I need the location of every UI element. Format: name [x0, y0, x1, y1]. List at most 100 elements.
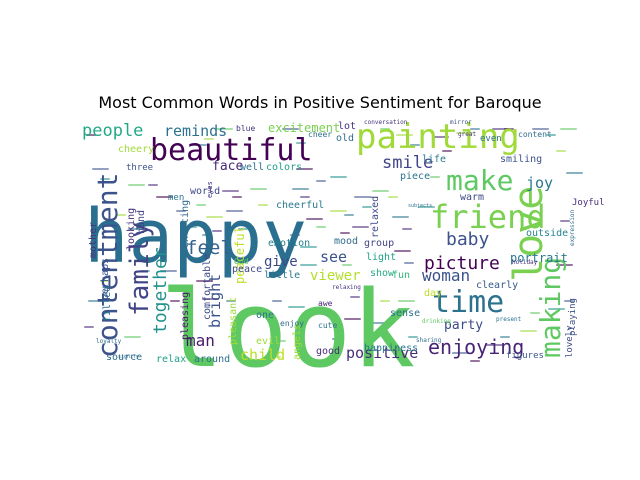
filler-word-mark	[176, 210, 186, 212]
filler-word-mark	[300, 264, 317, 266]
filler-word-mark	[128, 184, 145, 186]
word-hand: hand	[136, 210, 147, 234]
word-sense: sense	[390, 308, 420, 319]
word-lovely: lovely	[565, 325, 575, 358]
word-feel: feel	[186, 237, 232, 259]
word-positive: positive	[346, 344, 418, 362]
filler-word-mark	[350, 296, 360, 298]
filler-word-mark	[100, 178, 110, 180]
filler-word-mark	[290, 234, 300, 236]
word-warm: warm	[460, 192, 484, 203]
filler-word-mark	[272, 300, 282, 302]
word-happy: happy	[84, 194, 307, 280]
word-angels: angels	[292, 324, 303, 360]
filler-word-mark	[532, 128, 549, 130]
word-colors: colors	[266, 162, 302, 173]
filler-word-mark	[370, 322, 387, 324]
word-blue: blue	[236, 124, 255, 133]
word-joy: joy	[526, 174, 553, 192]
word-enjoy: enjoy	[280, 319, 304, 328]
word-see: see	[320, 248, 347, 266]
filler-word-mark	[372, 190, 389, 192]
filler-word-mark	[442, 150, 452, 152]
word-peaceful: peaceful	[233, 226, 247, 284]
word-joyful: Joyful	[572, 198, 605, 208]
word-little: little	[264, 270, 300, 281]
word-men: men	[168, 193, 184, 203]
filler-word-mark	[296, 168, 313, 170]
filler-word-mark	[408, 336, 418, 338]
filler-word-mark	[140, 270, 150, 272]
filler-word-mark	[100, 280, 110, 282]
filler-word-mark	[84, 326, 94, 328]
chart-title: Most Common Words in Positive Sentiment …	[98, 93, 542, 112]
filler-word-mark	[88, 300, 105, 302]
word-light: light	[366, 252, 396, 263]
filler-word-mark	[456, 132, 473, 134]
word-bright: bright	[206, 274, 224, 328]
filler-word-mark	[394, 250, 411, 252]
filler-word-mark	[404, 262, 414, 264]
word-together: together	[150, 247, 171, 334]
filler-word-mark	[560, 220, 570, 222]
filler-word-mark	[258, 204, 268, 206]
word-comfortable: comfortable	[202, 254, 213, 320]
filler-word-mark	[288, 306, 305, 308]
word-cheerful: cheerful	[276, 200, 324, 211]
filler-word-mark	[566, 172, 583, 174]
filler-word-mark	[452, 352, 469, 354]
filler-word-mark	[352, 226, 369, 228]
word-people: people	[82, 121, 143, 141]
word-woman: woman	[422, 266, 470, 285]
filler-word-mark	[190, 144, 207, 146]
filler-word-mark	[238, 228, 248, 230]
word-lot: lot	[338, 121, 356, 132]
word-happiness: happiness	[364, 343, 418, 354]
word-expression: expression	[569, 209, 576, 246]
filler-word-mark	[232, 196, 242, 198]
filler-word-mark	[344, 214, 354, 216]
word-reminds: reminds	[164, 122, 227, 140]
word-pleasant: pleasant	[228, 297, 239, 345]
filler-word-mark	[330, 210, 347, 212]
filler-word-mark	[398, 300, 415, 302]
word-family: family	[125, 222, 155, 316]
word-painting: painting	[356, 117, 520, 157]
filler-word-mark	[226, 210, 243, 212]
filler-word-mark	[300, 196, 310, 198]
filler-word-mark	[124, 336, 141, 338]
word-cheery: cheery	[118, 144, 154, 155]
word-group: group	[364, 238, 394, 249]
word-around: around	[194, 354, 230, 365]
word-making: making	[534, 257, 567, 358]
filler-word-mark	[316, 226, 326, 228]
filler-word-mark	[116, 214, 126, 216]
word-cheer: cheer	[308, 130, 332, 139]
word-awe: awe	[318, 299, 333, 308]
filler-word-mark	[160, 270, 177, 272]
filler-word-mark	[282, 128, 299, 130]
filler-word-mark	[180, 226, 197, 228]
word-well: well	[240, 162, 264, 173]
word-emotion: emotion	[268, 238, 310, 249]
word-content: content	[518, 130, 552, 139]
word-enjoying: enjoying	[428, 335, 524, 359]
word-relaxing: relaxing	[332, 284, 361, 291]
word-drinking: drinking	[422, 318, 451, 325]
word-pleasing: pleasing	[180, 292, 191, 340]
filler-word-mark	[212, 230, 222, 232]
filler-word-mark	[222, 190, 239, 192]
word-piece: piece	[400, 171, 430, 182]
filler-word-mark	[332, 338, 342, 340]
word-party: party	[444, 318, 483, 333]
word-smile: smile	[382, 153, 433, 173]
word-exciting: exciting	[180, 200, 191, 248]
filler-word-mark	[226, 300, 236, 302]
filler-word-mark	[216, 128, 233, 130]
word-friend: friend	[430, 198, 546, 236]
word-holiday: holiday	[512, 259, 538, 266]
filler-word-mark	[316, 180, 326, 182]
filler-word-mark	[148, 184, 158, 186]
